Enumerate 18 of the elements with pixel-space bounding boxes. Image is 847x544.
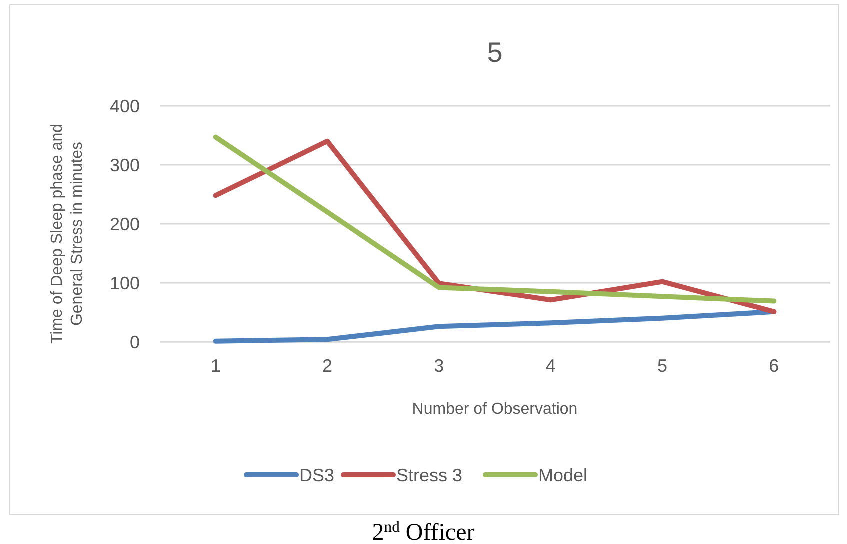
x-tick-label: 1 <box>210 356 221 376</box>
legend-label: Model <box>538 465 588 486</box>
y-tick-label: 400 <box>110 96 140 116</box>
x-axis-title: Number of Observation <box>412 401 578 418</box>
y-tick-label: 200 <box>110 214 140 234</box>
x-tick-label: 5 <box>657 356 668 376</box>
x-tick-label: 2 <box>322 356 333 376</box>
text: 2$^{nd}$ Officer <box>372 518 475 544</box>
chart-title: 5 <box>487 37 503 68</box>
x-tick-label: 6 <box>769 356 780 376</box>
y-tick-label: 300 <box>110 155 140 176</box>
y-tick-label: 100 <box>110 273 140 294</box>
y-axis-title: Time of Deep Sleep phase and General Stress in minutes <box>49 124 86 344</box>
legend-label: Stress 3 <box>396 465 463 486</box>
y-tick-label: 0 <box>130 332 140 352</box>
legend-label: DS3 <box>300 465 335 486</box>
x-tick-label: 4 <box>546 356 556 376</box>
x-tick-label: 3 <box>434 356 444 376</box>
